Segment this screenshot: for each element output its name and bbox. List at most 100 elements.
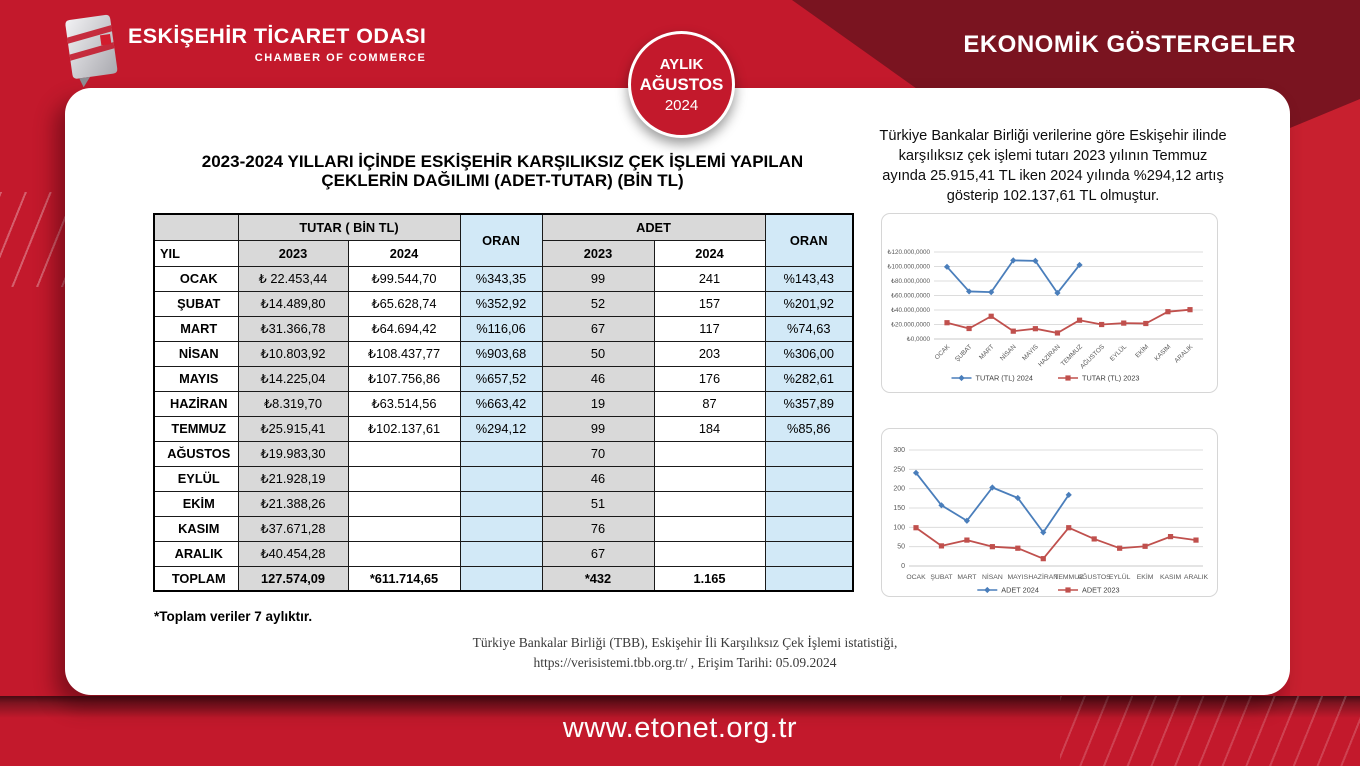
badge-line2: AĞUSTOS xyxy=(639,74,724,94)
cek-table-body: TUTAR ( BİN TL) ORAN ADET ORAN YIL 2023 … xyxy=(153,213,854,592)
source-line1: Türkiye Bankalar Birliği (TBB), Eskişehi… xyxy=(472,635,898,650)
table-row: HAZİRAN ₺8.319,70 ₺63.514,56 %663,42 19 87 %35… xyxy=(153,390,854,417)
cell-adet_2024: 117 xyxy=(653,315,766,342)
cell-oran_adet: %306,00 xyxy=(764,340,854,367)
x-tick-label: NİSAN xyxy=(982,572,1003,581)
row-month-label: OCAK xyxy=(153,265,239,292)
group-header-adet: ADET xyxy=(541,213,766,241)
cell-adet_2023: 99 xyxy=(541,415,655,442)
badge-line1: AYLIK xyxy=(659,55,704,73)
cell-adet_2023: 50 xyxy=(541,340,655,367)
series-tutar-tl-2023 xyxy=(944,307,1193,336)
org-name: ESKİŞEHİR TİCARET ODASI xyxy=(128,24,427,48)
x-tick-label: OCAK xyxy=(906,574,926,581)
page-title: EKONOMİK GÖSTERGELER xyxy=(963,31,1296,58)
month-badge: AYLIK AĞUSTOS 2024 xyxy=(628,31,735,138)
row-month-label: AĞUSTOS xyxy=(153,440,239,467)
x-tick-label: HAZİRAN xyxy=(1036,342,1062,368)
cell-adet_2024: 1.165 xyxy=(653,565,766,592)
group-header-tutar: TUTAR ( BİN TL) xyxy=(237,213,461,241)
cell-adet_2023: 46 xyxy=(541,365,655,392)
x-tick-label: MAYIS xyxy=(1007,574,1028,581)
cell-adet_2023: 19 xyxy=(541,390,655,417)
legend-label: TUTAR (TL) 2024 xyxy=(976,373,1033,382)
y-tick-label: 50 xyxy=(897,544,905,551)
col-header-adet-2024: 2024 xyxy=(653,239,766,267)
x-tick-label: EYLÜL xyxy=(1109,573,1131,581)
cell-tutar_2024 xyxy=(347,540,461,567)
row-month-label: TEMMUZ xyxy=(153,415,239,442)
cell-oran_tutar xyxy=(459,565,543,592)
cell-oran_adet xyxy=(764,490,854,517)
x-tick-label: TEMMUZ xyxy=(1054,574,1083,581)
cell-adet_2023: 46 xyxy=(541,465,655,492)
group-header-oran-adet: ORAN xyxy=(764,213,854,267)
y-tick-label: 0 xyxy=(901,563,905,570)
corner-cell xyxy=(153,213,239,241)
legend-label: ADET 2023 xyxy=(1082,585,1120,594)
x-tick-label: MAYIS xyxy=(1021,343,1040,362)
cell-oran_adet xyxy=(764,465,854,492)
cell-oran_adet xyxy=(764,515,854,542)
series-adet-2023 xyxy=(913,525,1199,562)
y-tick-label: 200 xyxy=(893,486,905,493)
x-tick-label: AĞUSTOS xyxy=(1078,342,1106,370)
cell-oran_adet xyxy=(764,540,854,567)
cell-tutar_2024: ₺63.514,56 xyxy=(347,390,461,417)
y-tick-label: ₺60.000,0000 xyxy=(891,293,931,300)
y-tick-label: ₺100.000,0000 xyxy=(887,264,930,271)
x-tick-label: KASIM xyxy=(1160,574,1181,581)
x-tick-label: NİSAN xyxy=(998,342,1018,362)
badge-line3: 2024 xyxy=(664,96,699,114)
table-row: OCAK ₺ 22.453,44 ₺99.544,70 %343,35 99 241 %14… xyxy=(153,265,854,292)
cell-adet_2024 xyxy=(653,465,766,492)
cell-tutar_2024 xyxy=(347,490,461,517)
cell-oran_adet: %74,63 xyxy=(764,315,854,342)
cell-adet_2024 xyxy=(653,540,766,567)
x-tick-label: ŞUBAT xyxy=(954,343,974,363)
cell-adet_2023: *432 xyxy=(541,565,655,592)
y-tick-label: ₺80.000,0000 xyxy=(891,278,931,285)
org-title-block: ESKİŞEHİR TİCARET ODASI CHAMBER OF COMME… xyxy=(128,24,426,64)
cell-oran_tutar: %903,68 xyxy=(459,340,543,367)
cell-adet_2023: 67 xyxy=(541,315,655,342)
y-tick-label: ₺20.000,0000 xyxy=(891,322,931,329)
row-month-label: HAZİRAN xyxy=(153,390,239,417)
table-row: ŞUBAT ₺14.489,80 ₺65.628,74 %352,92 52 157 %20… xyxy=(153,290,854,317)
cell-tutar_2023: ₺21.928,19 xyxy=(237,465,349,492)
chart-adet-svg: 0 50 100 150 200 250 300 OCAK ŞUBAT MART NİSAN MAYI… xyxy=(893,447,1209,594)
x-tick-label: EKİM xyxy=(1133,342,1150,359)
y-tick-label: 150 xyxy=(893,505,905,512)
cell-tutar_2023: ₺25.915,41 xyxy=(237,415,349,442)
cell-tutar_2024: ₺107.756,86 xyxy=(347,365,461,392)
row-month-label: KASIM xyxy=(153,515,239,542)
cell-oran_tutar: %116,06 xyxy=(459,315,543,342)
cell-tutar_2024: ₺65.628,74 xyxy=(347,290,461,317)
x-tick-label: EKİM xyxy=(1137,572,1154,581)
eto-logo-icon xyxy=(65,14,118,88)
cell-tutar_2024: ₺64.694,42 xyxy=(347,315,461,342)
cell-tutar_2023: ₺21.388,26 xyxy=(237,490,349,517)
table-row: MART ₺31.366,78 ₺64.694,42 %116,06 67 117 %74,… xyxy=(153,315,854,342)
y-tick-label: 300 xyxy=(893,447,905,454)
table-title: 2023-2024 YILLARI İÇİNDE ESKİŞEHİR KARŞI… xyxy=(153,152,852,190)
cell-tutar_2024: ₺99.544,70 xyxy=(347,265,461,292)
row-month-label: EYLÜL xyxy=(153,465,239,492)
x-tick-label: OCAK xyxy=(934,343,952,361)
group-header-oran-tutar: ORAN xyxy=(459,213,543,267)
row-month-label: NİSAN xyxy=(153,340,239,367)
x-tick-label: ŞUBAT xyxy=(930,574,952,581)
cell-tutar_2024: ₺108.437,77 xyxy=(347,340,461,367)
cell-oran_adet: %282,61 xyxy=(764,365,854,392)
cell-tutar_2023: ₺10.803,92 xyxy=(237,340,349,367)
source-line2: https://verisistemi.tbb.org.tr/ , Erişim… xyxy=(533,654,837,670)
cell-oran_tutar xyxy=(459,540,543,567)
cell-adet_2024: 203 xyxy=(653,340,766,367)
x-tick-label: ARALIK xyxy=(1184,574,1209,581)
table-year-header-row: YIL 2023 2024 2023 2024 xyxy=(153,239,853,267)
table-row: TOPLAM 127.574,09 *611.714,65 *432 1.165 xyxy=(153,565,854,592)
cell-tutar_2023: ₺31.366,78 xyxy=(237,315,349,342)
cell-adet_2023: 67 xyxy=(541,540,655,567)
